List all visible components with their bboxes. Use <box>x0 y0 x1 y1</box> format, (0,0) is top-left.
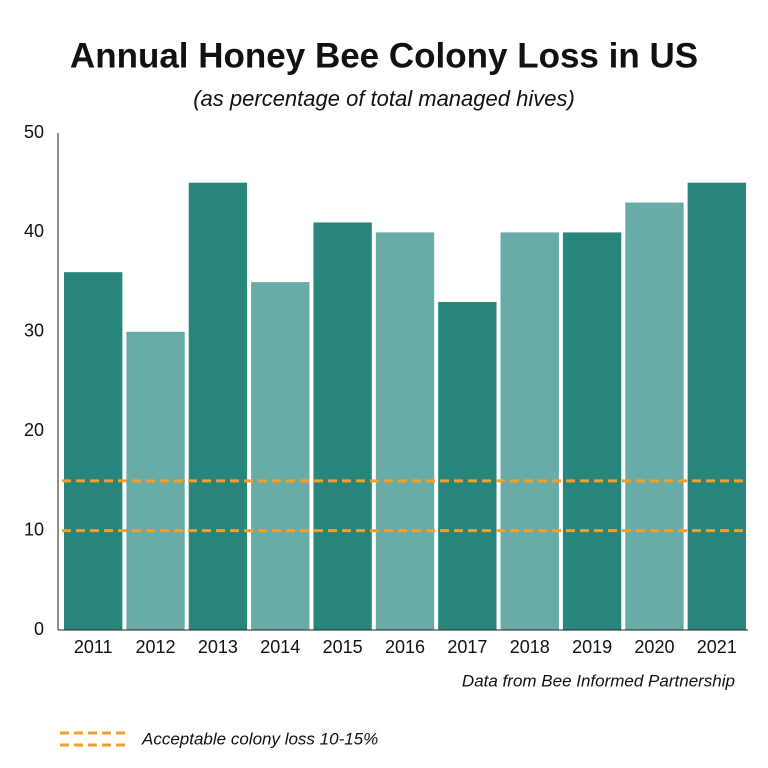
source-note: Data from Bee Informed Partnership <box>462 671 735 690</box>
bar <box>438 301 497 630</box>
x-tick-label: 2016 <box>385 637 425 657</box>
x-tick-label: 2015 <box>323 637 363 657</box>
bar <box>625 202 684 630</box>
x-tick-label: 2017 <box>447 637 487 657</box>
legend-label: Acceptable colony loss 10-15% <box>141 729 378 748</box>
x-tick-label: 2019 <box>572 637 612 657</box>
bar <box>251 282 310 630</box>
x-tick-label: 2021 <box>697 637 737 657</box>
x-tick-label: 2013 <box>198 637 238 657</box>
y-tick-label: 30 <box>24 321 44 341</box>
y-tick-label: 40 <box>24 221 44 241</box>
x-tick-label: 2012 <box>136 637 176 657</box>
x-tick-label: 2020 <box>634 637 674 657</box>
bar <box>562 232 622 630</box>
bar <box>500 232 559 630</box>
x-tick-label: 2011 <box>74 637 113 657</box>
bar <box>64 272 123 630</box>
y-tick-label: 50 <box>24 122 44 142</box>
bar <box>375 232 435 630</box>
bar <box>313 222 372 630</box>
x-tick-label: 2018 <box>510 637 550 657</box>
y-tick-label: 20 <box>24 420 44 440</box>
x-tick-label: 2014 <box>260 637 300 657</box>
bar <box>687 182 746 630</box>
chart-subtitle: (as percentage of total managed hives) <box>193 86 575 111</box>
bar <box>188 182 248 630</box>
y-tick-label: 10 <box>24 519 44 539</box>
chart-title: Annual Honey Bee Colony Loss in US <box>70 36 698 75</box>
y-tick-label: 0 <box>34 619 44 639</box>
